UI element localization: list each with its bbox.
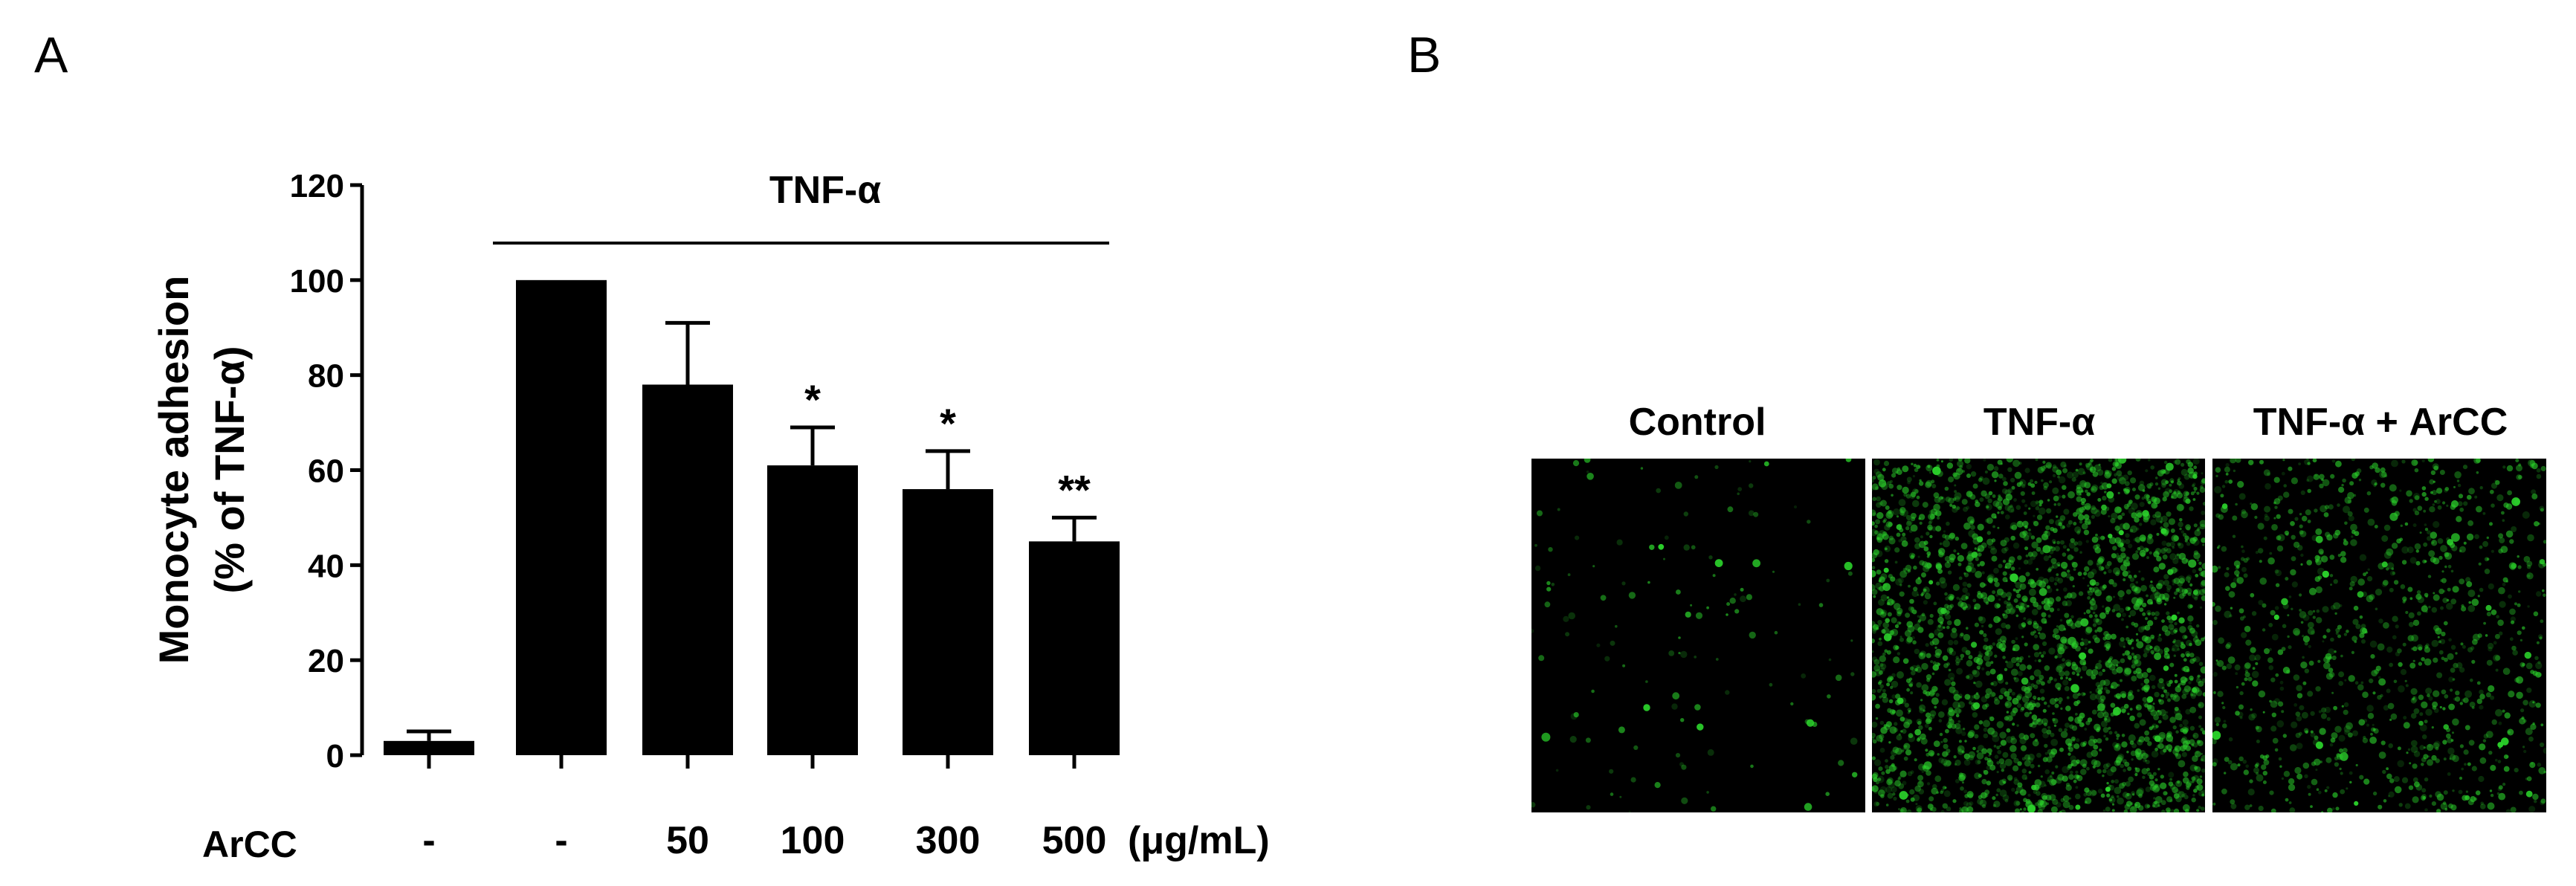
treatment-bracket-label: TNF-α <box>769 169 881 212</box>
bar <box>384 740 474 755</box>
significance-mark: ** <box>1058 466 1091 513</box>
micrograph-tnf-arcc <box>2212 459 2546 812</box>
significance-mark: * <box>804 376 821 423</box>
micrograph-tnf-arcc-image <box>2212 459 2546 812</box>
y-tick-label: 40 <box>308 548 344 584</box>
y-tick-label: 20 <box>308 643 344 679</box>
bar <box>516 279 607 755</box>
significance-mark: * <box>940 400 956 447</box>
micrograph-tnf-image <box>1872 459 2205 812</box>
unit-label: (μg/mL) <box>1128 819 1270 862</box>
micro-label-tnf-arcc: TNF-α + ArCC <box>2253 401 2508 444</box>
x-tick-label: - <box>422 819 435 862</box>
bar <box>1029 541 1120 755</box>
y-tick-label: 80 <box>308 358 344 395</box>
micro-label-tnf: TNF-α <box>1983 401 2096 444</box>
y-tick-label: 60 <box>308 453 344 490</box>
micrograph-control-image <box>1531 459 1865 812</box>
bar <box>767 465 858 755</box>
micrograph-tnf <box>1872 459 2205 812</box>
x-tick-label: 100 <box>781 819 845 862</box>
x-tick-label: - <box>555 819 567 862</box>
y-tick-label: 0 <box>326 738 344 775</box>
y-tick-label: 100 <box>290 263 344 300</box>
y-axis-title-line2: (% of TNF-α) <box>206 346 253 594</box>
bar <box>903 489 993 755</box>
micrograph-control <box>1531 459 1865 812</box>
y-tick-label: 120 <box>290 168 344 204</box>
bar <box>642 384 733 755</box>
micro-label-control: Control <box>1628 401 1766 444</box>
x-tick-label: 50 <box>666 819 709 862</box>
x-tick-label: 300 <box>916 819 981 862</box>
panel-b-label: B <box>1407 27 1442 83</box>
y-axis-title-line1: Monocyte adhesion <box>150 276 197 664</box>
row-label: ArCC <box>202 824 297 865</box>
panel-a-label: A <box>34 27 68 83</box>
x-tick-label: 500 <box>1042 819 1107 862</box>
